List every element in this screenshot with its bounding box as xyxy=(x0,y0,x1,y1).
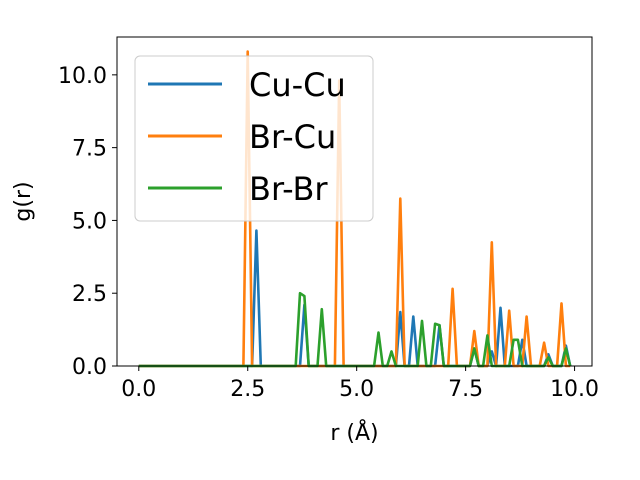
legend-entry-cu-cu: Cu-Cu xyxy=(249,66,346,104)
y-tick-label: 0.0 xyxy=(72,355,107,380)
y-tick-label: 5.0 xyxy=(72,209,107,234)
y-axis-ticks: 0.0 2.5 5.0 7.5 10.0 xyxy=(58,64,117,380)
series-line-br-cu xyxy=(138,50,571,368)
x-tick-label: 7.5 xyxy=(448,377,483,402)
x-axis-ticks: 0.0 2.5 5.0 7.5 10.0 xyxy=(121,366,599,402)
x-tick-label: 2.5 xyxy=(230,377,265,402)
plot-area-frame xyxy=(116,36,593,367)
x-tick-label: 5.0 xyxy=(339,377,374,402)
x-tick-label: 0.0 xyxy=(121,377,156,402)
y-tick-label: 10.0 xyxy=(58,64,107,89)
legend: Cu-Cu Br-Cu Br-Br xyxy=(134,55,374,222)
legend-box xyxy=(134,55,374,222)
y-axis-label: g(r) xyxy=(11,181,36,221)
y-tick-label: 2.5 xyxy=(72,282,107,307)
x-tick-label: 10.0 xyxy=(550,377,599,402)
legend-entry-br-cu: Br-Cu xyxy=(249,118,336,156)
y-tick-label: 7.5 xyxy=(72,137,107,162)
x-axis-label: r (Å) xyxy=(330,419,378,446)
legend-entry-br-br: Br-Br xyxy=(249,170,328,208)
